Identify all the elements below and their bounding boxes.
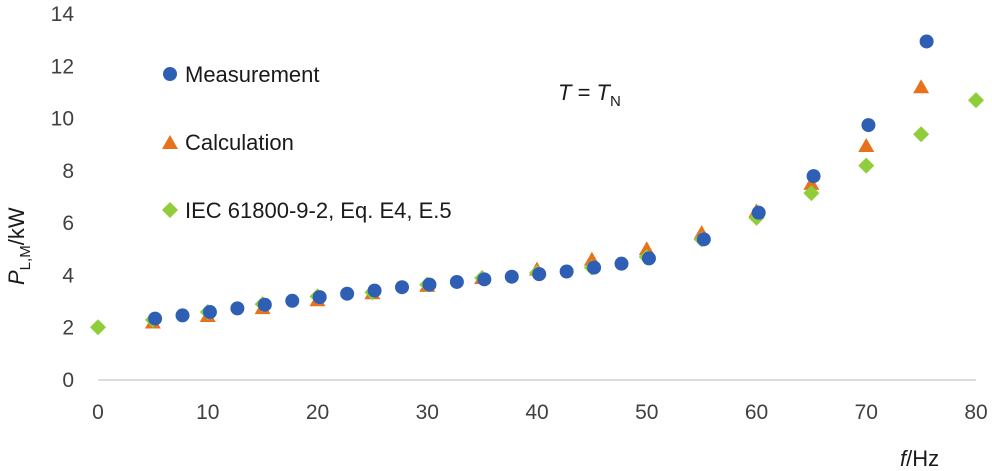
y-tick-label: 10 [51,108,74,131]
tick-labels: 0 10 20 30 40 50 60 70 80 0 2 4 6 8 10 12 14 [51,3,988,424]
x-tick-label: 0 [92,401,104,424]
data-point-measurement [641,251,656,266]
legend-item-iec: IEC 61800-9-2, Eq. E4, E.5 [162,198,452,223]
y-tick-label: 8 [62,160,74,183]
data-point-measurement [696,232,711,247]
data-marks [90,34,984,336]
data-point-measurement [532,267,547,282]
x-tick-label: 80 [964,401,987,424]
data-point-calculation [913,79,930,94]
x-tick-label: 10 [196,401,219,424]
y-tick-label: 6 [62,212,74,235]
data-point-measurement [367,283,382,298]
y-axis-title: PL,M/kW [4,207,34,285]
data-point-measurement [285,293,300,308]
data-point-iec [913,126,930,143]
series-circle [148,34,934,326]
y-tick-label: 4 [62,264,74,287]
legend-item-calculation: Calculation [162,130,294,155]
x-tick-label: 60 [745,401,768,424]
data-point-measurement [148,311,163,326]
legend-marker-measurement [163,67,177,81]
legend-item-measurement: Measurement [163,62,320,87]
x-tick-label: 20 [306,401,329,424]
data-point-iec [90,319,106,336]
legend: Measurement Calculation IEC 61800-9-2, E… [162,62,452,223]
legend-marker-calculation [162,135,178,149]
data-point-measurement [257,297,272,312]
x-tick-label: 70 [855,401,878,424]
data-point-iec [858,157,875,174]
legend-label-iec: IEC 61800-9-2, Eq. E4, E.5 [185,198,452,223]
data-point-calculation [803,175,820,190]
x-tick-label: 30 [416,401,439,424]
data-point-measurement [175,308,190,323]
data-point-calculation [858,138,875,153]
data-point-measurement [230,301,245,316]
data-point-measurement [504,269,519,284]
data-point-measurement [312,290,327,305]
data-point-measurement [614,256,629,271]
y-tick-label: 14 [51,3,75,26]
data-point-measurement [559,264,574,279]
data-point-iec [803,185,820,202]
data-point-measurement [861,118,876,133]
legend-label-calculation: Calculation [185,130,294,155]
data-point-iec [968,92,984,109]
data-point-measurement [751,205,766,220]
y-tick-label: 2 [62,317,74,340]
data-point-measurement [477,272,492,287]
x-tick-label: 50 [635,401,658,424]
operating-condition-annotation: T = TN [558,80,621,110]
data-point-measurement [449,274,464,289]
data-point-measurement [422,277,437,292]
data-point-measurement [395,280,410,295]
data-point-measurement [806,169,821,184]
legend-marker-iec [162,202,178,218]
data-point-measurement [202,305,217,320]
legend-label-measurement: Measurement [185,62,320,87]
x-tick-label: 40 [525,401,548,424]
x-axis-title: f/Hz [900,446,939,471]
data-point-measurement [587,260,602,275]
data-point-measurement [919,34,934,49]
data-point-measurement [340,286,355,301]
y-tick-label: 12 [51,55,74,78]
y-tick-label: 0 [62,369,74,392]
